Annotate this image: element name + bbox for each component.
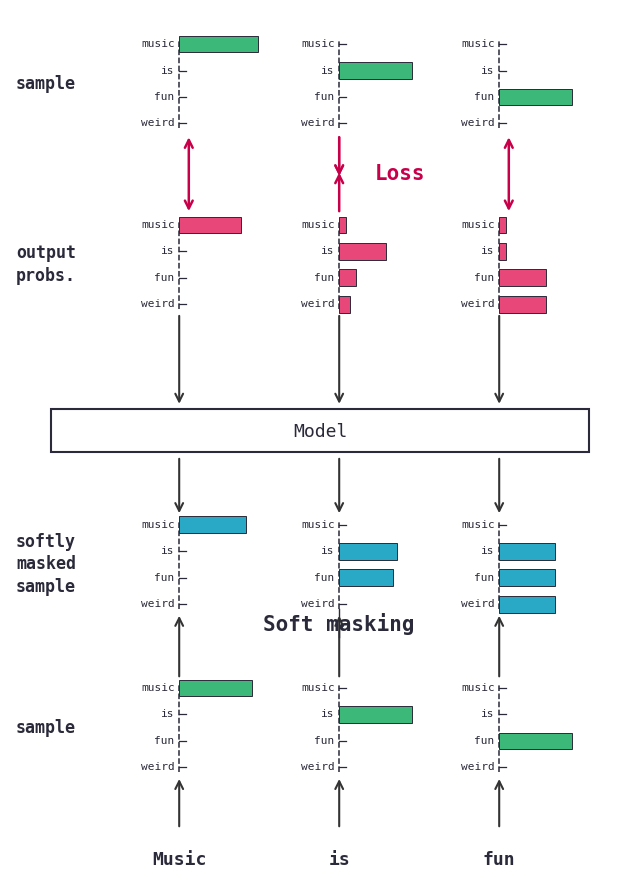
Text: Loss: Loss [374, 164, 425, 184]
Text: is: is [481, 65, 495, 76]
Bar [499, 295, 547, 312]
Bar [499, 732, 572, 750]
Text: is: is [161, 246, 175, 257]
Bar [339, 570, 393, 587]
Text: weird: weird [301, 599, 335, 609]
Text: weird: weird [141, 118, 175, 129]
Text: music: music [141, 519, 175, 530]
Text: fun: fun [474, 92, 495, 102]
Text: fun: fun [474, 273, 495, 283]
Text: fun: fun [314, 736, 335, 746]
Bar [499, 216, 506, 233]
Text: Soft masking: Soft masking [264, 613, 415, 635]
Text: weird: weird [301, 118, 335, 129]
Text: is: is [161, 709, 175, 720]
Text: output
probs.: output probs. [16, 244, 76, 285]
Bar [339, 62, 412, 78]
Text: fun: fun [314, 273, 335, 283]
Text: is: is [321, 709, 335, 720]
Bar [339, 706, 412, 723]
Text: is: is [481, 546, 495, 557]
Text: weird: weird [461, 118, 495, 129]
Text: is: is [328, 851, 350, 869]
Text: music: music [141, 683, 175, 693]
Text: fun: fun [474, 572, 495, 583]
Text: Music: Music [152, 851, 206, 869]
Text: music: music [141, 220, 175, 230]
Text: softly
masked
sample: softly masked sample [16, 534, 76, 595]
Text: music: music [141, 39, 175, 49]
Bar [339, 216, 346, 233]
Bar [339, 542, 397, 560]
Text: weird: weird [141, 299, 175, 310]
Bar [499, 542, 556, 560]
Text: sample: sample [16, 75, 76, 93]
Text: music: music [461, 683, 495, 693]
Text: Model: Model [293, 423, 347, 441]
Text: music: music [301, 519, 335, 530]
Text: fun: fun [483, 851, 515, 869]
Text: music: music [301, 39, 335, 49]
Text: is: is [161, 65, 175, 76]
Text: is: is [321, 65, 335, 76]
Text: fun: fun [154, 736, 175, 746]
Text: music: music [301, 220, 335, 230]
Bar [499, 243, 506, 259]
Text: music: music [461, 519, 495, 530]
Text: fun: fun [314, 92, 335, 102]
Text: weird: weird [461, 599, 495, 609]
Bar [339, 269, 356, 286]
Text: music: music [301, 683, 335, 693]
Bar [499, 570, 556, 587]
Bar [499, 596, 556, 612]
Text: is: is [161, 546, 175, 557]
Text: music: music [461, 39, 495, 49]
Text: is: is [481, 246, 495, 257]
Bar [51, 409, 589, 452]
Bar [179, 516, 246, 533]
Bar [499, 88, 572, 105]
Text: fun: fun [154, 273, 175, 283]
Text: weird: weird [141, 599, 175, 609]
Text: weird: weird [301, 299, 335, 310]
Bar [339, 243, 387, 259]
Bar [179, 680, 252, 697]
Text: sample: sample [16, 719, 76, 736]
Bar [499, 269, 547, 286]
Text: weird: weird [301, 762, 335, 773]
Text: is: is [481, 709, 495, 720]
Text: fun: fun [154, 572, 175, 583]
Text: weird: weird [461, 299, 495, 310]
Bar [339, 295, 351, 312]
Text: is: is [321, 246, 335, 257]
Text: weird: weird [461, 762, 495, 773]
Text: weird: weird [141, 762, 175, 773]
Bar [179, 216, 241, 233]
Text: fun: fun [474, 736, 495, 746]
Text: is: is [321, 546, 335, 557]
Text: fun: fun [314, 572, 335, 583]
Text: fun: fun [154, 92, 175, 102]
Text: music: music [461, 220, 495, 230]
Bar [179, 35, 258, 52]
